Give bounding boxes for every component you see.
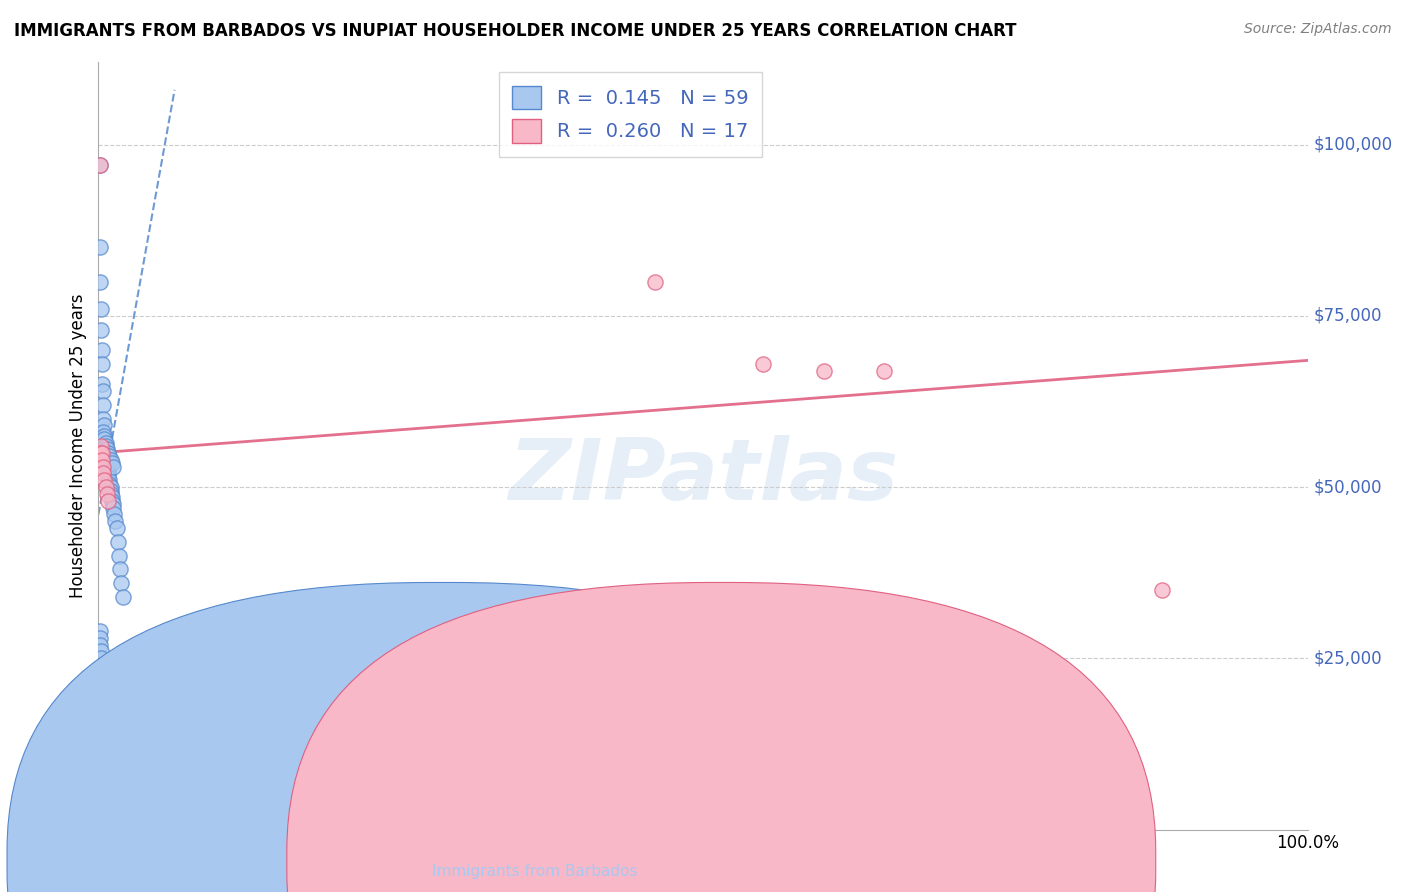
Point [90,322,112,336]
Point [108,549,131,563]
Text: Immigrants from Barbados: Immigrants from Barbados [432,863,637,879]
Point [89,638,111,652]
Point [752,357,775,371]
Point [91,384,114,399]
Point [98,450,121,464]
FancyBboxPatch shape [7,582,876,892]
Point [100,452,122,467]
Point [1152,582,1174,597]
Point [108,562,131,576]
Point [89,240,111,254]
Point [94,442,117,457]
Point [91,665,114,679]
Text: ZIPatlas: ZIPatlas [508,435,898,518]
Point [93,418,115,433]
Point [89,631,111,645]
Point [91,467,114,481]
Point [100,456,122,470]
Point [100,491,122,505]
Point [97,493,120,508]
Legend: R =  0.145   N = 59, R =  0.260   N = 17: R = 0.145 N = 59, R = 0.260 N = 17 [499,72,762,157]
Point [96,452,118,467]
Point [91,452,114,467]
Text: Inupiat: Inupiat [747,863,800,879]
Point [103,508,125,522]
Point [105,521,128,535]
Point [91,343,114,357]
Point [94,450,117,464]
Point [104,514,127,528]
Point [91,411,114,425]
Point [89,158,111,172]
Point [97,446,120,460]
Text: $25,000: $25,000 [1313,649,1382,667]
Point [100,493,122,508]
Point [98,476,121,491]
Point [91,398,114,412]
Point [89,446,111,460]
Point [91,377,114,392]
Point [91,446,114,460]
Point [89,624,111,638]
Point [101,459,124,474]
Point [96,487,118,501]
Point [97,467,120,481]
Y-axis label: Householder Income Under 25 years: Householder Income Under 25 years [69,293,87,599]
Point [89,158,111,172]
Point [90,439,112,453]
Point [873,364,896,378]
Point [90,446,112,460]
Point [94,480,117,494]
Point [93,439,115,453]
Point [94,435,117,450]
Point [90,644,112,658]
Point [111,590,134,604]
Point [813,364,835,378]
FancyBboxPatch shape [287,582,1156,892]
Text: IMMIGRANTS FROM BARBADOS VS INUPIAT HOUSEHOLDER INCOME UNDER 25 YEARS CORRELATIO: IMMIGRANTS FROM BARBADOS VS INUPIAT HOUS… [14,22,1017,40]
Point [100,483,122,498]
Point [96,459,118,474]
Point [93,428,115,442]
Point [97,470,120,484]
Point [94,439,117,453]
Point [96,456,118,470]
Point [96,442,118,457]
Point [97,463,120,477]
Point [91,357,114,371]
Point [93,473,115,487]
Text: Source: ZipAtlas.com: Source: ZipAtlas.com [1244,22,1392,37]
Point [93,432,115,446]
Point [90,651,112,665]
Point [94,446,117,460]
Point [100,480,122,494]
Point [91,459,114,474]
Text: $50,000: $50,000 [1313,478,1382,496]
Point [91,658,114,673]
Point [89,275,111,289]
Point [93,432,115,446]
Point [644,275,666,289]
Point [107,534,129,549]
Point [100,487,122,501]
Point [98,473,121,487]
Text: $100,000: $100,000 [1313,136,1393,153]
Text: $75,000: $75,000 [1313,307,1382,325]
Point [110,576,132,591]
Point [91,672,114,686]
Point [101,500,124,515]
Point [90,301,112,316]
Point [91,425,114,440]
Point [101,497,124,511]
